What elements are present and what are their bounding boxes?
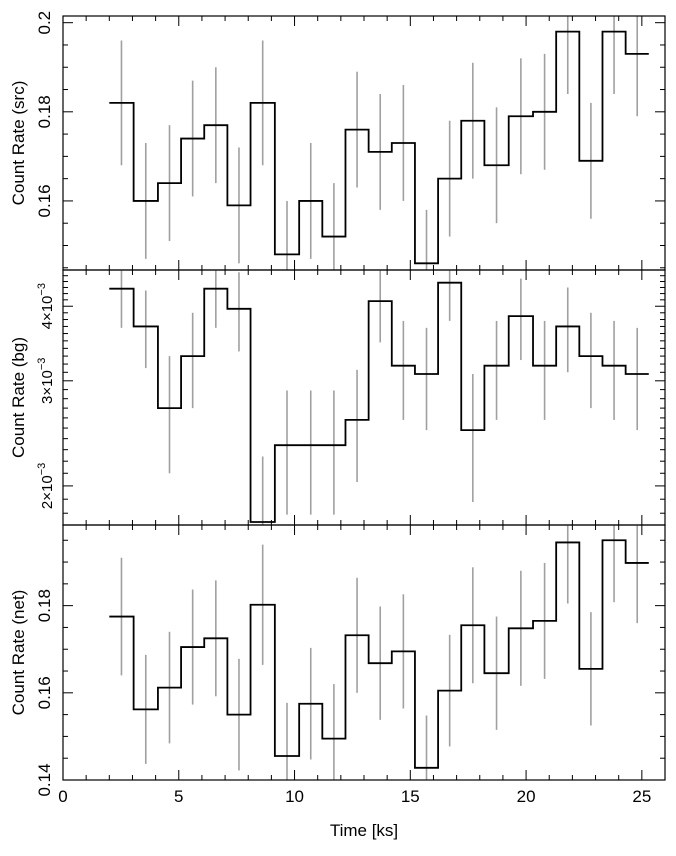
tick-base: 10 [39,370,56,387]
y-tick-label: 0.16 [35,184,54,217]
tick-mantissa: 4 [39,321,56,329]
panel-frame [62,524,666,781]
panel-frame [62,269,666,526]
x-tick-label: 25 [632,787,651,806]
y-tick-label: 4×10−3 [36,283,56,329]
y-axis-label: Count Rate (src) [9,81,28,206]
tick-mantissa: 3 [39,396,56,404]
y-tick-label: 0.18 [35,95,54,128]
x-tick-label: 15 [401,787,420,806]
plot-area [109,270,649,525]
tick-base: 10 [39,475,56,492]
panel-1: 0.16 0.18 0.2 Count Rate (src) [9,11,666,271]
tick-exponent: −3 [36,358,48,371]
panel-frame [62,15,666,271]
x-axis-label: Time [ks] [330,821,398,840]
y-tick-label: 0.16 [35,676,54,709]
tick-exponent: −3 [36,463,48,476]
step-series [109,281,649,523]
tick-times: × [39,492,56,501]
step-series [109,539,649,769]
y-tick-label: 0.2 [35,11,54,35]
step-series [109,30,649,265]
y-tick-label: 0.18 [35,589,54,622]
tick-times: × [39,387,56,396]
y-axis-label: Count Rate (net) [9,590,28,716]
y-tick-label: 0.14 [35,763,54,796]
y-tick-label: 3×10−3 [36,358,56,404]
x-tick-label: 0 [58,787,67,806]
y-tick-label: 2×10−3 [36,463,56,509]
tick-mantissa: 2 [39,501,56,509]
plot-area [109,525,649,780]
plot-area [109,16,649,270]
x-tick-label: 5 [174,787,183,806]
x-tick-label: 20 [517,787,536,806]
tick-base: 10 [39,296,56,313]
panel-3: 0 5 10 15 20 25 0.14 0.16 0.18 Count Rate (net) [9,524,666,806]
x-tick-label: 10 [285,787,304,806]
tick-exponent: −3 [36,283,48,296]
tick-times: × [39,312,56,321]
y-axis-label: Count Rate (bg) [9,337,28,458]
